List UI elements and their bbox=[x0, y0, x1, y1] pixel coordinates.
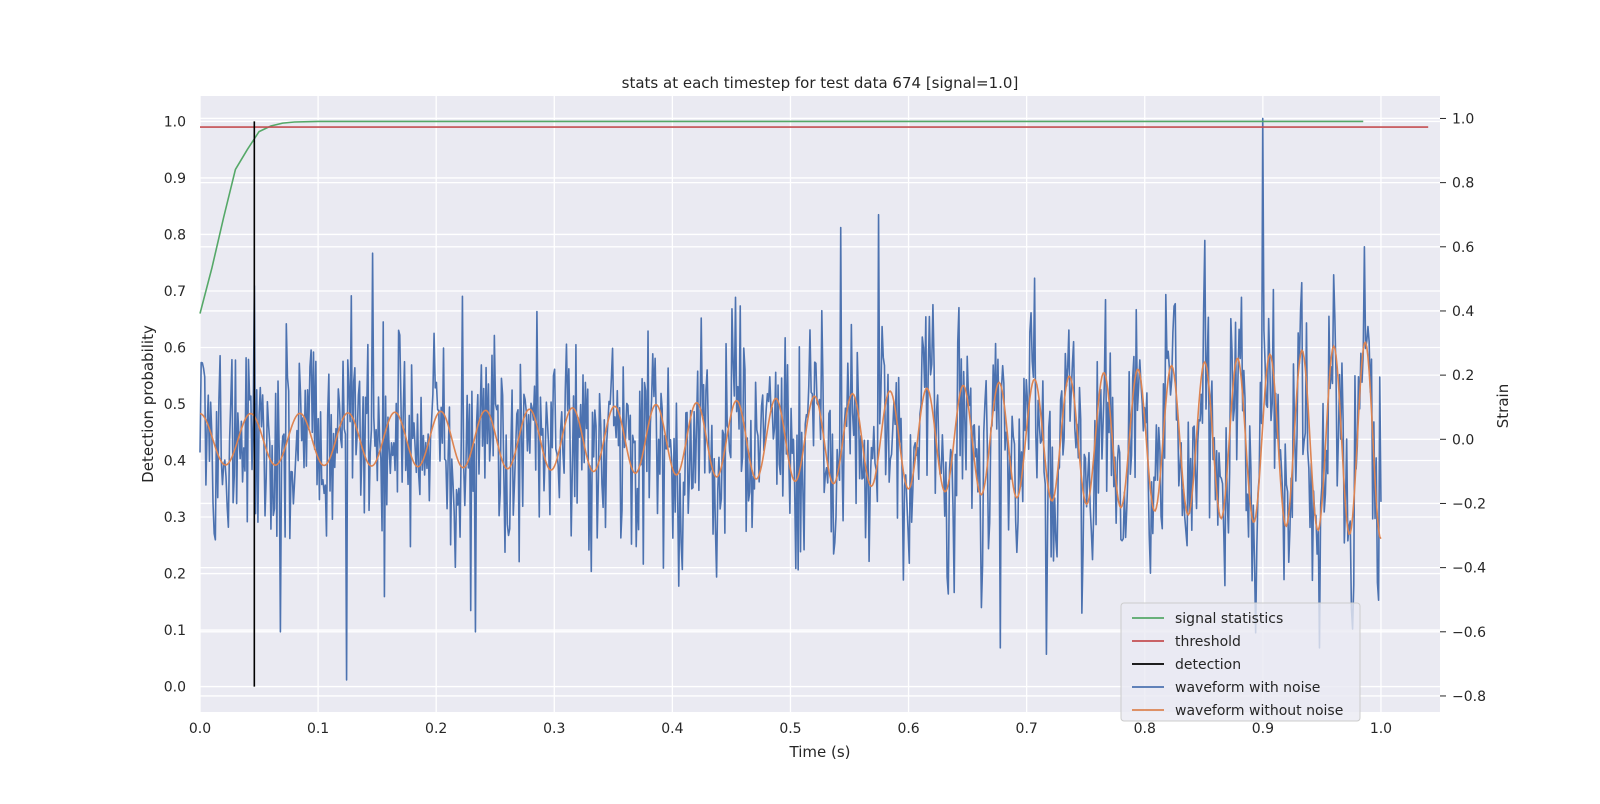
y-left-tick-label: 0.3 bbox=[164, 510, 186, 526]
y-left-tick-label: 0.0 bbox=[164, 680, 186, 696]
legend-entry: signal statistics bbox=[1175, 611, 1283, 627]
x-tick-label: 0.4 bbox=[661, 721, 683, 737]
x-tick-label: 0.7 bbox=[1016, 721, 1038, 737]
legend-box bbox=[1120, 602, 1361, 722]
legend-entry: waveform with noise bbox=[1175, 680, 1320, 696]
x-tick-label: 0.9 bbox=[1252, 721, 1274, 737]
y-left-tick-label: 0.8 bbox=[164, 227, 186, 243]
y-right-tick-label: 0.6 bbox=[1452, 240, 1474, 256]
y-right-tick-label: −0.4 bbox=[1452, 561, 1486, 577]
y-left-tick-label: 0.1 bbox=[164, 623, 186, 639]
x-tick-label: 1.0 bbox=[1370, 721, 1392, 737]
y-axis-right: −0.8 −0.6 −0.4 −0.2 0.0 0.2 0.4 0.6 0.8 1.0 bbox=[1440, 111, 1486, 705]
y-left-tick-label: 0.5 bbox=[164, 397, 186, 413]
x-axis-label: Time (s) bbox=[789, 743, 851, 761]
series-waveform-with-noise bbox=[199, 117, 1382, 681]
chart-title: stats at each timestep for test data 674… bbox=[622, 74, 1019, 92]
legend-entry: detection bbox=[1175, 657, 1241, 673]
legend: signal statistics threshold detection wavef… bbox=[1120, 602, 1361, 722]
legend-entry: waveform without noise bbox=[1175, 703, 1343, 719]
x-tick-label: 0.8 bbox=[1134, 721, 1156, 737]
x-tick-label: 0.2 bbox=[425, 721, 447, 737]
y-right-tick-label: 0.0 bbox=[1452, 432, 1474, 448]
y-left-tick-label: 0.7 bbox=[164, 284, 186, 300]
y-left-tick-label: 1.0 bbox=[164, 114, 186, 130]
y-left-tick-label: 0.9 bbox=[164, 171, 186, 187]
y-axis-right-label: Strain bbox=[1494, 384, 1512, 428]
y-right-tick-label: 0.8 bbox=[1452, 176, 1474, 192]
y-left-tick-label: 0.4 bbox=[164, 454, 186, 470]
x-tick-label: 0.6 bbox=[897, 721, 919, 737]
y-left-tick-label: 0.6 bbox=[164, 340, 186, 356]
y-left-tick-label: 0.2 bbox=[164, 567, 186, 583]
x-tick-label: 0.0 bbox=[189, 721, 211, 737]
x-tick-label: 0.1 bbox=[307, 721, 329, 737]
y-right-tick-label: −0.2 bbox=[1452, 496, 1486, 512]
x-tick-label: 0.3 bbox=[543, 721, 565, 737]
y-right-tick-label: −0.8 bbox=[1452, 689, 1486, 705]
series-waveform-without-noise bbox=[199, 340, 1382, 540]
legend-entry: threshold bbox=[1175, 634, 1241, 650]
series-layer bbox=[199, 117, 1429, 687]
y-right-tick-label: 0.2 bbox=[1452, 368, 1474, 384]
y-axis-left: 0.0 0.1 0.2 0.3 0.4 0.5 0.6 0.7 0.8 0.9 1.0 bbox=[164, 114, 186, 695]
y-right-tick-label: 0.4 bbox=[1452, 304, 1474, 320]
y-axis-left-label: Detection probability bbox=[139, 325, 157, 483]
y-right-tick-label: −0.6 bbox=[1452, 625, 1486, 641]
series-signal-statistics bbox=[199, 120, 1364, 314]
y-right-tick-label: 1.0 bbox=[1452, 111, 1474, 127]
x-tick-label: 0.5 bbox=[779, 721, 801, 737]
x-axis: 0.0 0.1 0.2 0.3 0.4 0.5 0.6 0.7 0.8 0.9 1.0 bbox=[189, 721, 1392, 737]
